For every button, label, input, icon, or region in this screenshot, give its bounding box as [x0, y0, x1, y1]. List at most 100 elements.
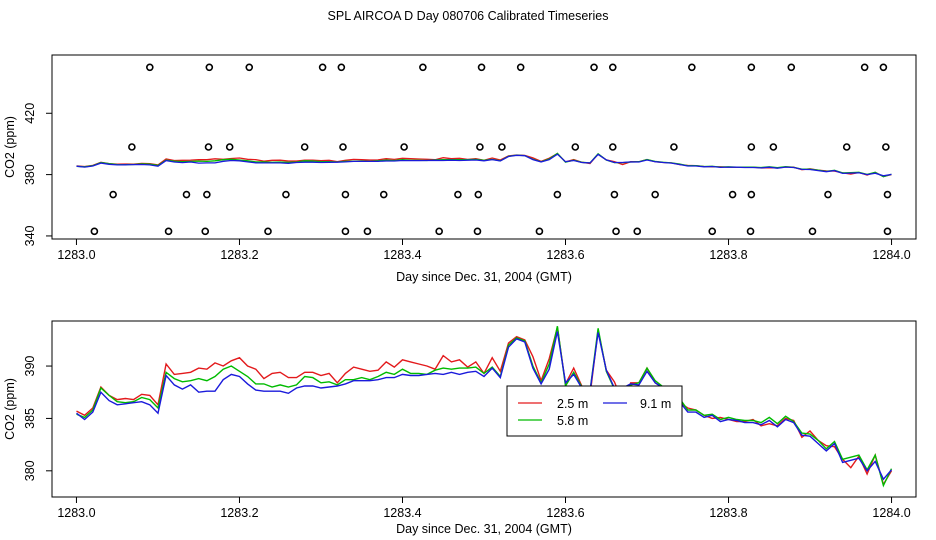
calibration-point — [612, 227, 620, 236]
calibration-point — [670, 143, 678, 151]
calibration-point — [610, 190, 619, 199]
calibration-point — [747, 190, 756, 199]
calibration-point — [109, 190, 117, 199]
top-y-axis: 340 380 420 — [23, 103, 52, 246]
calibration-point — [318, 63, 327, 72]
calibration-point — [400, 143, 408, 151]
calibration-point — [747, 63, 756, 72]
calibration-point — [264, 227, 272, 236]
calibration-point — [535, 227, 544, 236]
top-x-tick-label: 1283.8 — [709, 248, 747, 262]
bottom-series-lines — [76, 326, 893, 488]
calibration-point — [128, 143, 136, 151]
calibration-point — [808, 227, 817, 236]
bot-y-tick-label: 385 — [23, 408, 37, 429]
calibration-point — [204, 143, 213, 151]
bot-y-tick-label: 380 — [23, 460, 37, 481]
calibration-point — [341, 190, 350, 199]
top-y-tick-label: 340 — [23, 225, 37, 246]
calibration-point — [201, 227, 210, 236]
calibration-point — [879, 63, 888, 72]
calibration-point — [477, 63, 486, 72]
top-y-tick-label: 380 — [23, 164, 37, 185]
top-x-axis-label: Day since Dec. 31, 2004 (GMT) — [396, 270, 572, 284]
chart-title: SPL AIRCOA D Day 080706 Calibrated Times… — [327, 9, 609, 23]
bot-x-tick-label: 1283.8 — [709, 506, 747, 520]
calibration-point — [225, 143, 234, 151]
series-line-9-1-m — [76, 331, 893, 481]
calibration-point — [164, 227, 173, 236]
calibration-point — [498, 143, 506, 151]
calibration-point — [708, 227, 717, 236]
bottom-y-axis: 380 385 390 — [23, 356, 52, 481]
top-calibration-points — [90, 63, 892, 236]
calibration-point — [590, 63, 598, 72]
calibration-point — [769, 143, 778, 151]
calibration-point — [419, 63, 427, 72]
bottom-x-axis: 1283.0 1283.2 1283.4 1283.6 1283.8 1284.0 — [57, 497, 911, 520]
legend-label-9-1m: 9.1 m — [640, 397, 671, 411]
top-x-tick-label: 1283.2 — [220, 248, 258, 262]
calibration-point — [339, 143, 347, 151]
calibration-point — [608, 143, 617, 151]
legend-label-5-8m: 5.8 m — [557, 414, 588, 428]
top-plot-frame — [51, 54, 917, 240]
legend-box — [506, 385, 683, 437]
calibration-point — [651, 190, 659, 199]
bot-y-tick-label: 390 — [23, 356, 37, 377]
top-x-tick-label: 1283.4 — [383, 248, 421, 262]
series-line-5-8-m — [76, 326, 893, 488]
top-series-line-9-1-m — [76, 153, 892, 177]
bot-x-tick-label: 1283.6 — [546, 506, 584, 520]
calibration-point — [90, 227, 99, 236]
top-series-line-2-5-m — [76, 152, 892, 178]
calibration-point — [454, 190, 462, 199]
calibration-point — [341, 227, 350, 236]
legend-label-2-5m: 2.5 m — [557, 397, 588, 411]
calibration-point — [282, 190, 290, 199]
calibration-point — [860, 63, 869, 72]
calibration-point — [747, 143, 756, 151]
calibration-point — [882, 143, 890, 151]
calibration-point — [363, 227, 372, 236]
top-series-lines — [76, 152, 892, 178]
top-x-tick-label: 1283.6 — [546, 248, 584, 262]
calibration-point — [688, 63, 696, 72]
bottom-x-axis-label: Day since Dec. 31, 2004 (GMT) — [396, 522, 572, 536]
calibration-point — [205, 63, 214, 72]
calibration-point — [824, 190, 832, 199]
legend: 2.5 m 5.8 m 9.1 m — [506, 385, 683, 437]
calibration-point — [474, 190, 483, 199]
top-x-tick-label: 1284.0 — [872, 248, 910, 262]
bot-x-tick-label: 1283.0 — [57, 506, 95, 520]
series-line-2-5-m — [76, 327, 893, 487]
bottom-plot-frame — [51, 320, 917, 498]
calibration-point — [435, 227, 443, 236]
calibration-point — [787, 63, 796, 72]
top-x-axis: 1283.0 1283.2 1283.4 1283.6 1283.8 1284.0 — [57, 239, 911, 262]
calibration-point — [608, 63, 617, 72]
calibration-point — [842, 143, 851, 151]
calibration-point — [182, 190, 191, 199]
calibration-point — [883, 190, 892, 199]
calibration-point — [245, 63, 254, 72]
calibration-point — [571, 143, 580, 151]
top-series-line-5-8-m — [76, 152, 892, 178]
bot-x-tick-label: 1283.2 — [220, 506, 258, 520]
calibration-point — [379, 190, 388, 199]
calibration-point — [473, 227, 482, 236]
calibration-point — [728, 190, 737, 199]
calibration-point — [553, 190, 562, 199]
bot-x-tick-label: 1283.4 — [383, 506, 421, 520]
calibration-point — [337, 63, 346, 72]
bottom-y-axis-label: CO2 (ppm) — [3, 378, 17, 440]
calibration-point — [476, 143, 484, 151]
calibration-point — [516, 63, 525, 72]
top-y-tick-label: 420 — [23, 103, 37, 124]
top-x-tick-label: 1283.0 — [57, 248, 95, 262]
calibration-point — [146, 63, 154, 72]
calibration-point — [633, 227, 642, 236]
calibration-point — [300, 143, 309, 151]
calibration-point — [746, 227, 755, 236]
